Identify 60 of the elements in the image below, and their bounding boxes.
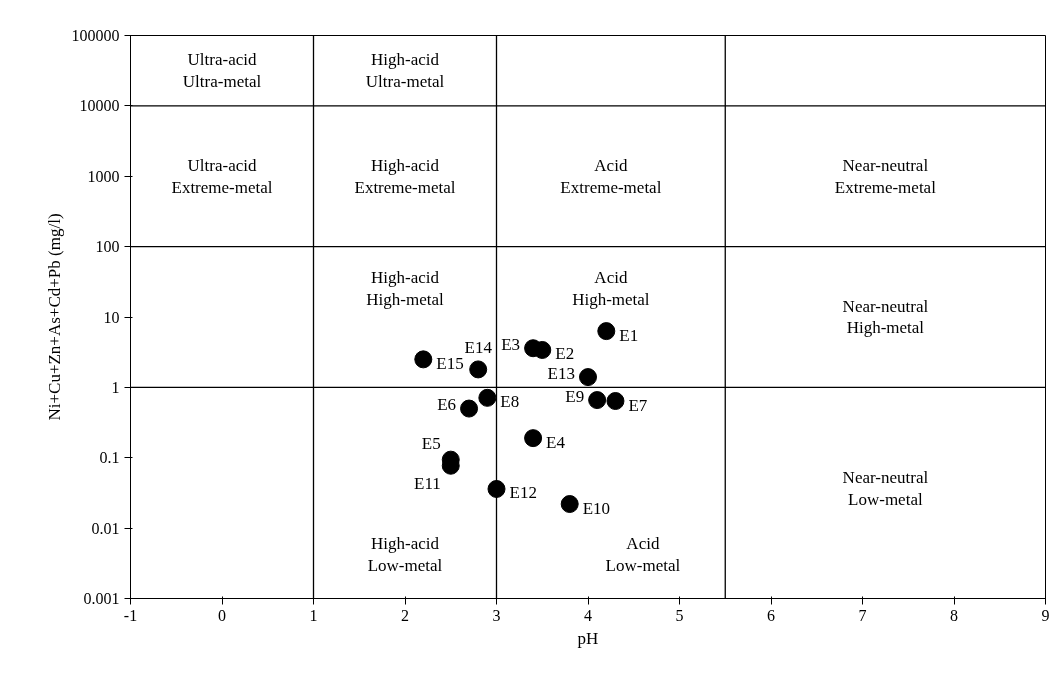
y-tick-label: 0.1 <box>99 449 120 467</box>
annotation: E13 <box>547 363 576 383</box>
x-tick-label: 5 <box>675 606 684 624</box>
annotation: Ultra-acid Extreme-metal <box>171 155 273 197</box>
annotation: E1 <box>619 325 639 345</box>
x-tick-label: 1 <box>309 606 318 624</box>
annotation: Acid Extreme-metal <box>560 155 662 197</box>
annotation: Ultra-acid Ultra-metal <box>182 50 262 92</box>
annotation: Near-neutral High-metal <box>842 296 929 338</box>
y-tick-label: 1000 <box>87 167 120 185</box>
annotation: E9 <box>565 386 585 406</box>
y-tick-label: 0.01 <box>91 519 120 537</box>
annotation: E6 <box>437 395 457 415</box>
annotation: E14 <box>464 337 493 357</box>
x-tick-label: 8 <box>950 606 958 624</box>
x-axis-title: pH <box>577 628 599 648</box>
y-tick-label: 10 <box>103 308 120 326</box>
annotation: E3 <box>501 334 521 354</box>
annotation: Near-neutral Low-metal <box>842 468 929 510</box>
point <box>460 399 479 418</box>
x-tick-label: 0 <box>218 606 226 624</box>
y-tick-label: 100000 <box>71 27 120 44</box>
point <box>560 495 579 514</box>
y-tick-label: 10000 <box>79 97 120 115</box>
point <box>579 368 597 387</box>
annotation: E4 <box>546 432 566 452</box>
point <box>597 322 616 341</box>
y-tick-label: 100 <box>95 238 120 256</box>
annotation: High-acid Extreme-metal <box>354 155 456 197</box>
point <box>588 391 607 410</box>
point <box>606 392 625 410</box>
x-tick-label: 9 <box>1041 606 1049 624</box>
annotation: High-acid High-metal <box>366 268 444 310</box>
x-tick-label: 7 <box>858 606 867 624</box>
point <box>478 388 497 407</box>
annotation: E12 <box>509 483 537 503</box>
point <box>524 429 543 448</box>
x-tick-label: 3 <box>492 606 501 624</box>
annotation: E15 <box>436 353 464 373</box>
x-tick-label: 4 <box>584 606 592 624</box>
annotation: E7 <box>628 395 648 415</box>
y-tick-label: 1 <box>111 378 120 396</box>
annotation: E5 <box>421 434 441 454</box>
point <box>414 350 433 369</box>
annotation: High-acid Low-metal <box>367 533 443 575</box>
annotation: E2 <box>555 344 575 364</box>
annotation: High-acid Ultra-metal <box>365 50 445 92</box>
annotation: Near-neutral Extreme-metal <box>834 155 937 197</box>
point <box>487 479 506 498</box>
annotation: E8 <box>500 392 520 412</box>
annotation: Acid Low-metal <box>605 533 681 575</box>
x-tick-label: 6 <box>767 606 775 624</box>
point <box>469 360 488 379</box>
annotation: E11 <box>414 474 441 494</box>
annotation: E10 <box>582 498 611 518</box>
x-tick-label: -1 <box>123 606 138 624</box>
annotation: Acid High-metal <box>572 268 650 310</box>
x-tick-label: 2 <box>401 606 409 624</box>
y-tick-label: 0.001 <box>83 590 120 607</box>
y-axis-title: Ni+Cu+Zn+As+Cd+Pb (mg/l) <box>44 213 64 421</box>
